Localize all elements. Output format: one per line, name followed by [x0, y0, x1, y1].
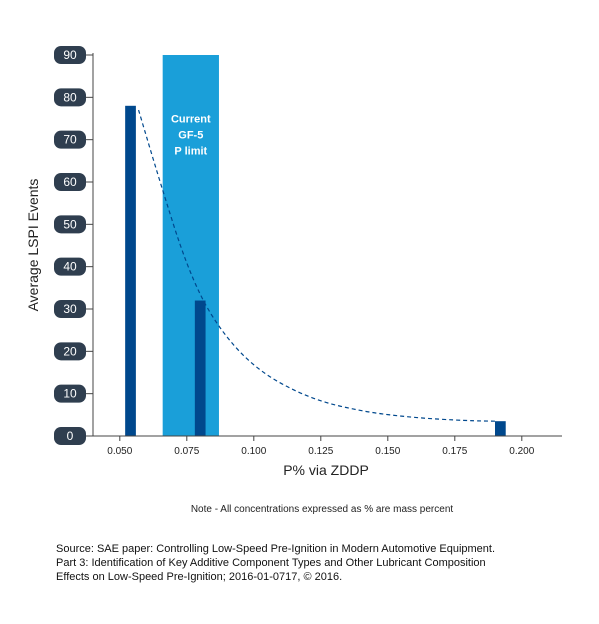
y-tick: 80 [54, 88, 93, 107]
y-tick: 40 [54, 257, 93, 276]
x-tick-label: 0.050 [107, 446, 132, 457]
source-line-1: Source: SAE paper: Controlling Low-Speed… [56, 543, 496, 555]
bar-2 [194, 300, 206, 436]
lspi-chart: 0 10 20 30 40 50 60 70 80 90 0.050 0.075 0.100 0.125… [25, 46, 562, 515]
y-tick-label: 40 [63, 260, 77, 274]
band-label-line: P limit [174, 146, 207, 158]
source-line-3: Effects on Low-Speed Pre-Ignition; 2016-… [56, 571, 343, 583]
y-tick: 60 [54, 173, 93, 191]
x-tick-label: 0.100 [241, 446, 266, 457]
x-tick-label: 0.175 [442, 446, 467, 457]
y-tick: 0 [54, 427, 93, 445]
gf5-limit-band [162, 55, 219, 436]
y-tick-label: 80 [63, 90, 77, 104]
x-tick-label: 0.150 [375, 446, 400, 457]
y-tick-label: 70 [63, 133, 77, 147]
note-text: Note - All concentrations expressed as %… [191, 504, 454, 515]
y-tick-label: 90 [63, 48, 77, 62]
y-tick: 30 [54, 300, 93, 318]
band-label-line: GF-5 [178, 130, 203, 142]
y-tick: 50 [54, 215, 93, 234]
x-tick-label: 0.075 [174, 446, 199, 457]
trend-line [137, 109, 496, 422]
bar-1 [125, 105, 136, 437]
y-tick: 70 [54, 130, 93, 149]
y-tick-label: 10 [63, 387, 77, 401]
source-line-2: Part 3: Identification of Key Additive C… [56, 557, 486, 569]
y-axis-label: Average LSPI Events [25, 179, 41, 312]
y-tick: 20 [54, 342, 93, 361]
y-tick-label: 50 [63, 217, 77, 231]
band-label-line: Current [171, 114, 211, 126]
y-tick-label: 20 [63, 344, 77, 358]
y-tick-label: 30 [63, 302, 77, 316]
y-tick: 10 [54, 384, 93, 403]
source-citation: Source: SAE paper: Controlling Low-Speed… [56, 542, 556, 584]
x-axis-label: P% via ZDDP [283, 462, 369, 478]
bar-3 [495, 421, 506, 436]
x-tick-label: 0.200 [509, 446, 534, 457]
x-tick-label: 0.125 [308, 446, 333, 457]
y-tick-label: 0 [67, 429, 74, 443]
y-tick-label: 60 [63, 175, 77, 189]
y-tick: 90 [54, 46, 93, 64]
